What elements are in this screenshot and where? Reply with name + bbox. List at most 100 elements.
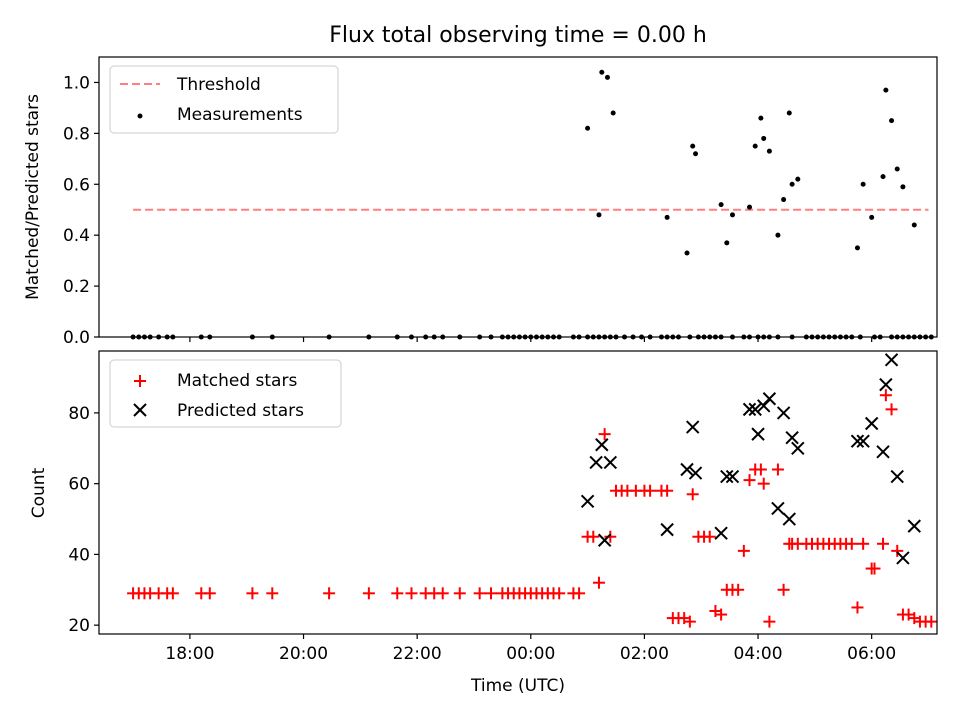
bottom-y-tick-label: 20 — [68, 616, 90, 636]
top-panel: 0.0 0.2 0.4 0.6 0.8 1.0 Matched/Predicted sta… — [23, 56, 938, 348]
bottom-y-tick-label: 80 — [68, 404, 90, 424]
predicted-stars-point — [580, 494, 595, 509]
matched-stars-point — [732, 583, 745, 596]
predicted-stars-point — [660, 522, 674, 537]
top-y-tick-label: 0.2 — [63, 277, 90, 297]
matched-stars-point — [777, 583, 790, 596]
predicted-stars-point — [771, 501, 785, 516]
measurement-point — [610, 110, 616, 116]
measurements-legend-marker — [137, 113, 143, 119]
matched-stars-point — [686, 488, 699, 501]
predicted-stars-point — [864, 416, 879, 431]
predicted-stars-point — [725, 469, 740, 484]
top-y-tick-label: 0.0 — [63, 328, 90, 348]
predicted-stars-point — [907, 519, 921, 533]
matched-stars-point — [661, 484, 674, 497]
predicted-stars-point — [850, 434, 865, 448]
measurement-point — [911, 222, 917, 228]
predicted-stars-point — [782, 512, 796, 526]
top-y-tick-label: 1.0 — [63, 73, 90, 93]
measurement-point — [761, 135, 767, 141]
predicted-stars-point — [884, 353, 899, 367]
measurement-point — [585, 125, 591, 131]
bottom-axes-frame — [98, 350, 938, 635]
matched-stars-point — [203, 587, 216, 600]
matched-stars-point — [592, 576, 605, 589]
measurement-point — [880, 174, 886, 180]
matched-stars-point — [743, 474, 756, 487]
matched-stars-point — [266, 587, 279, 600]
measurement-point — [729, 212, 735, 218]
measurement-point — [599, 69, 605, 75]
matched-stars-point — [166, 587, 179, 600]
matched-stars-point — [771, 463, 784, 476]
matched-legend-marker — [134, 375, 146, 387]
matched-stars-point — [362, 587, 375, 600]
predicted-stars-point — [776, 406, 791, 420]
predicted-legend-label: Predicted stars — [177, 401, 304, 421]
matched-stars-point — [703, 530, 716, 543]
predicted-stars-point — [595, 438, 609, 452]
measurement-point — [869, 214, 875, 220]
predicted-stars-point — [748, 402, 762, 417]
matched-stars-point — [598, 428, 611, 441]
predicted-stars-point — [856, 434, 870, 448]
measurement-point — [775, 232, 781, 238]
figure-title: Flux total observing time = 0.00 h — [329, 23, 707, 48]
bottom-legend: Matched stars Predicted stars — [109, 359, 342, 428]
measurement-point — [724, 240, 730, 246]
top-x-ticks — [189, 337, 873, 342]
matched-stars-point — [885, 403, 898, 416]
bottom-x-ticks: 18:00 20:00 22:00 00:00 02:00 04:00 06:00 — [165, 634, 896, 664]
top-legend-box — [109, 65, 339, 134]
measurement-point — [795, 176, 801, 182]
bottom-legend-box — [109, 359, 342, 428]
measurement-point — [752, 143, 758, 149]
matched-stars-point — [246, 587, 259, 600]
matched-stars-point — [925, 615, 938, 628]
predicted-stars-point — [785, 430, 799, 445]
predicted-stars-point — [876, 445, 890, 459]
predicted-stars-point — [720, 469, 734, 484]
matched-stars-point — [845, 537, 858, 550]
x-tick-label: 04:00 — [734, 644, 783, 664]
matched-legend-label: Matched stars — [177, 371, 297, 391]
measurement-point — [718, 202, 724, 208]
top-y-tick-label: 0.4 — [63, 226, 90, 246]
predicted-stars-point — [685, 420, 700, 434]
measurements-legend-label: Measurements — [177, 105, 303, 125]
matched-stars-point — [763, 615, 776, 628]
matched-stars-point — [587, 530, 600, 543]
predicted-stars-point — [680, 462, 694, 477]
x-axis-label: Time (UTC) — [470, 676, 565, 696]
predicted-stars-point — [879, 377, 893, 392]
bottom-panel: 20 40 60 80 18:00 20:00 22:00 00:00 02:00 04:00 0… — [29, 350, 938, 696]
predicted-legend-marker — [133, 403, 147, 417]
measurement-point — [854, 245, 860, 251]
predicted-stars-point — [714, 526, 728, 540]
bottom-y-axis-label: Count — [29, 467, 49, 518]
measurement-point — [758, 115, 764, 121]
predicted-stars-point — [762, 392, 777, 406]
matched-stars-point — [604, 530, 617, 543]
matched-stars-point — [757, 477, 770, 490]
matched-stars-point — [868, 562, 881, 575]
measurement-point — [684, 250, 690, 256]
top-axes-frame — [98, 56, 938, 338]
measurement-point — [889, 118, 895, 124]
matched-stars-point — [891, 544, 904, 557]
measurement-point — [786, 110, 792, 116]
top-y-axis-label: Matched/Predicted stars — [23, 94, 43, 300]
bottom-y-ticks: 20 40 60 80 — [68, 404, 99, 636]
matched-stars-point — [453, 587, 466, 600]
matched-stars-point — [485, 587, 498, 600]
top-legend: Threshold Measurements — [109, 65, 339, 134]
matched-stars-point — [323, 587, 336, 600]
threshold-legend-label: Threshold — [176, 75, 261, 95]
predicted-stars-point — [597, 533, 612, 547]
measurement-point — [766, 148, 772, 154]
matched-stars-point — [754, 463, 767, 476]
measurement-point — [747, 204, 753, 210]
measurement-point — [789, 181, 795, 187]
x-tick-label: 06:00 — [847, 644, 896, 664]
